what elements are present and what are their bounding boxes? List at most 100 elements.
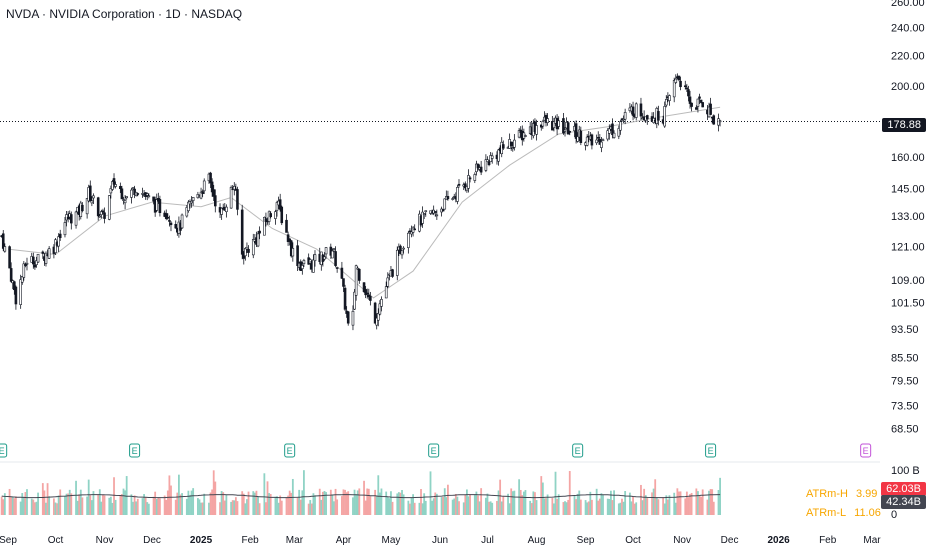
- volume-bar: [100, 501, 103, 515]
- volume-bar: [178, 474, 180, 515]
- volume-bar: [719, 477, 721, 515]
- volume-bar: [192, 488, 195, 515]
- earnings-marker[interactable]: E: [705, 443, 717, 458]
- volume-bar: [451, 499, 454, 515]
- earnings-marker[interactable]: E: [284, 443, 296, 458]
- volume-bar: [288, 490, 291, 515]
- candle-body: [639, 103, 643, 117]
- candle-body: [364, 289, 367, 296]
- volume-bar: [443, 488, 446, 515]
- volume-bar: [608, 499, 611, 515]
- candle-body: [509, 141, 513, 147]
- candle-body: [698, 96, 701, 99]
- earnings-marker-box: [705, 443, 717, 458]
- y-tick-label: 85.50: [891, 352, 919, 364]
- candle-body: [351, 310, 355, 326]
- candle-body: [286, 234, 290, 242]
- volume-bar: [109, 496, 112, 515]
- volume-bar: [545, 498, 547, 515]
- volume-bar: [475, 491, 478, 515]
- volume-bar: [125, 476, 128, 515]
- volume-bar: [102, 494, 104, 515]
- candle-body: [244, 248, 247, 257]
- volume-bar: [253, 492, 256, 515]
- volume-bar: [484, 497, 487, 515]
- volume-bar: [352, 497, 354, 515]
- candle-body: [441, 209, 445, 212]
- volume-bar: [388, 498, 391, 515]
- earnings-marker[interactable]: E: [0, 443, 8, 458]
- earnings-marker[interactable]: E: [860, 443, 872, 458]
- earnings-marker[interactable]: E: [572, 443, 584, 458]
- candle-body: [386, 277, 390, 287]
- volume-bar: [299, 499, 302, 515]
- volume-bar: [477, 495, 479, 515]
- earnings-marker[interactable]: E: [428, 443, 440, 458]
- volume-bar: [65, 493, 68, 515]
- candle-body: [100, 211, 103, 215]
- candle-body: [274, 211, 277, 219]
- candle-body: [130, 189, 133, 198]
- candle-body: [457, 183, 461, 186]
- volume-bar: [48, 496, 51, 515]
- volume-bar: [380, 488, 383, 515]
- volume-bar: [323, 491, 326, 515]
- volume-bar: [402, 494, 405, 515]
- volume-bar: [497, 490, 500, 515]
- volume-bar: [507, 493, 509, 515]
- volume-bar: [165, 499, 168, 515]
- volume-bar: [369, 496, 372, 515]
- volume-bar: [597, 500, 600, 515]
- candle-body: [13, 281, 16, 291]
- volume-bar: [610, 490, 612, 515]
- volume-bar: [201, 502, 204, 515]
- candle-body: [114, 184, 117, 187]
- volume-bar: [652, 488, 655, 515]
- candle-body: [631, 106, 635, 116]
- earnings-marker-label: E: [575, 446, 581, 456]
- volume-average-line: [1, 494, 721, 499]
- volume-bar: [358, 488, 361, 515]
- volume-bar: [431, 500, 433, 515]
- volume-bar: [24, 492, 27, 515]
- volume-bar: [155, 499, 158, 515]
- volume-bar: [385, 491, 388, 515]
- candle-body: [688, 96, 692, 104]
- volume-bar: [695, 488, 698, 515]
- volume-bar: [219, 502, 221, 515]
- volume-bar: [119, 496, 122, 515]
- volume-bar: [418, 502, 421, 515]
- volume-bar: [242, 493, 245, 515]
- volume-bar: [456, 496, 459, 515]
- candle-body: [145, 193, 149, 196]
- x-tick-label: Nov: [96, 535, 114, 546]
- candle-body: [332, 248, 336, 250]
- candle-body: [596, 137, 600, 139]
- candle-body: [119, 186, 122, 190]
- x-tick-label: Mar: [863, 535, 881, 546]
- volume-bar: [236, 501, 239, 515]
- y-tick-label: 93.50: [891, 324, 919, 336]
- candle-body: [413, 228, 416, 231]
- candle-body: [668, 95, 671, 101]
- volume-bar: [591, 499, 593, 515]
- earnings-marker-box: [129, 443, 141, 458]
- candle-body: [240, 209, 244, 255]
- volume-bar: [185, 498, 188, 515]
- volume-bar: [432, 498, 435, 515]
- volume-bar: [676, 488, 679, 515]
- x-tick-label: Apr: [336, 535, 352, 546]
- earnings-marker[interactable]: E: [129, 443, 141, 458]
- volume-bar: [43, 490, 46, 515]
- candle-body: [524, 135, 527, 137]
- volume-bar: [621, 498, 623, 515]
- volume-bar: [540, 476, 543, 515]
- volume-bar: [147, 503, 150, 515]
- volume-bar: [241, 491, 244, 515]
- volume-bar: [209, 492, 212, 515]
- candle-body: [373, 302, 377, 324]
- candle-body: [362, 282, 366, 292]
- candle-body: [69, 214, 73, 224]
- volume-bar: [22, 496, 25, 515]
